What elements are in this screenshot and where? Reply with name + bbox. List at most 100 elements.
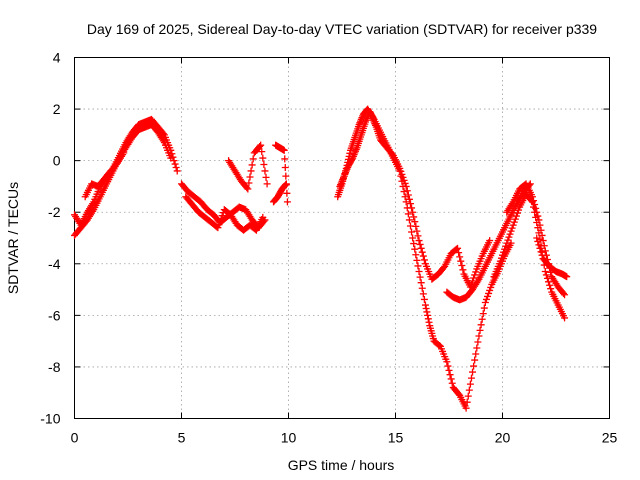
data-point [456, 253, 464, 261]
data-point [501, 245, 509, 253]
data-point [504, 236, 512, 244]
mark-layer [71, 105, 571, 412]
data-point [486, 286, 494, 294]
data-point [454, 244, 462, 252]
data-point [423, 308, 431, 316]
data-point [260, 161, 268, 169]
data-point [466, 380, 474, 388]
data-point [535, 216, 543, 224]
series-sat-c [81, 149, 128, 201]
data-point [534, 237, 542, 245]
y-tick-label: -10 [40, 411, 60, 427]
data-point [400, 188, 408, 196]
series-sat-l [490, 190, 569, 322]
data-point [444, 362, 452, 370]
data-point [508, 224, 516, 232]
data-point [414, 262, 422, 270]
data-point [409, 208, 417, 216]
data-point [397, 172, 405, 180]
data-point [484, 292, 492, 300]
data-point [216, 218, 224, 226]
data-point [120, 149, 128, 157]
data-point [541, 247, 549, 255]
data-point [477, 321, 485, 329]
data-point [515, 206, 523, 214]
data-point [533, 234, 541, 242]
data-point [533, 208, 541, 216]
data-point [169, 153, 177, 161]
data-point [405, 216, 413, 224]
data-point [218, 212, 226, 220]
data-point [403, 204, 411, 212]
data-point [538, 231, 546, 239]
data-point [424, 315, 432, 323]
data-point [507, 227, 515, 235]
y-tick-label: 0 [53, 153, 61, 169]
data-point [417, 244, 425, 252]
data-point [246, 173, 254, 181]
data-point [563, 273, 571, 281]
data-point [538, 251, 546, 259]
data-point [531, 200, 539, 208]
data-point [418, 284, 426, 292]
data-point [561, 314, 569, 322]
data-point [540, 242, 548, 250]
y-tick-label: 2 [53, 101, 61, 117]
x-tick-label: 0 [71, 430, 79, 446]
data-point [404, 191, 412, 199]
data-point [406, 200, 414, 208]
grid-layer [74, 57, 610, 419]
data-point [532, 204, 540, 212]
data-point [244, 185, 252, 193]
series-sat-n [533, 234, 571, 281]
data-point [258, 148, 266, 156]
series-sat-m [503, 180, 569, 299]
data-point [503, 239, 511, 247]
data-point [396, 167, 404, 175]
data-point [481, 298, 489, 306]
data-point [283, 189, 291, 197]
data-point [425, 318, 433, 326]
data-point [402, 198, 410, 206]
data-point [399, 182, 407, 190]
data-point [410, 240, 418, 248]
data-point [541, 268, 549, 276]
tick-layer: 0 5 10 15 20 25 -10 -8 -6 -4 -2 0 2 4 [40, 50, 617, 446]
data-point [470, 274, 478, 282]
series-sat-b [71, 115, 181, 229]
data-point [262, 173, 270, 181]
series-sat-i [334, 105, 494, 291]
data-point [416, 240, 424, 248]
data-point [408, 228, 416, 236]
data-point [261, 167, 269, 175]
data-point [403, 187, 411, 195]
data-point [413, 256, 421, 264]
data-point [415, 268, 423, 276]
data-point [443, 358, 451, 366]
data-point [413, 227, 421, 235]
data-point [469, 368, 477, 376]
data-point [537, 248, 545, 256]
data-point [281, 164, 289, 172]
data-point [282, 181, 290, 189]
data-point [245, 179, 253, 187]
plot-frame [74, 57, 610, 419]
data-point [465, 386, 473, 394]
data-point [411, 245, 419, 253]
data-point [530, 197, 538, 205]
data-point [214, 224, 222, 232]
y-tick-label: -6 [48, 307, 61, 323]
data-point [547, 285, 555, 293]
data-point [420, 295, 428, 303]
data-point [167, 146, 175, 154]
data-point [409, 234, 417, 242]
data-point [535, 241, 543, 249]
data-point [486, 237, 494, 245]
data-point [404, 210, 412, 218]
data-point [256, 142, 264, 150]
data-point [417, 279, 425, 287]
series-sat-e [182, 193, 267, 234]
data-point [485, 289, 493, 297]
data-point [448, 379, 456, 387]
data-point [420, 256, 428, 264]
